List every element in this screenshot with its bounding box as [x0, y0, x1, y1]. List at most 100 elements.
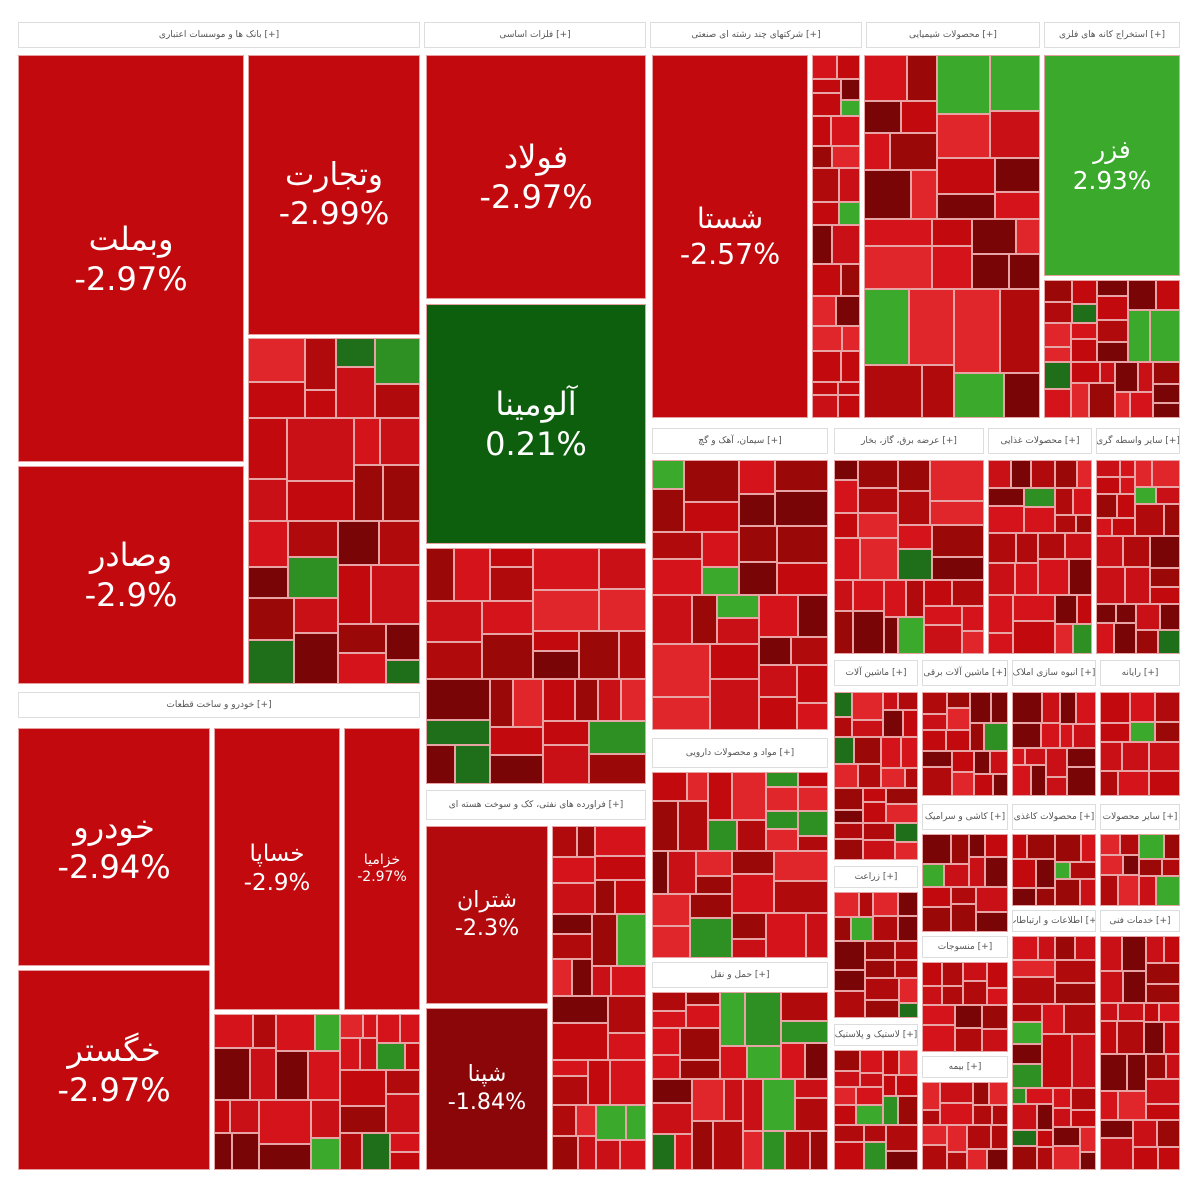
- stock-tile[interactable]: خزامیا -2.97%: [344, 728, 420, 1010]
- tile: [690, 918, 732, 958]
- sector-header[interactable]: [+] رایانه: [1100, 660, 1180, 686]
- stock-tile[interactable]: خودرو -2.94%: [18, 728, 210, 966]
- stock-tile[interactable]: شستا -2.57%: [652, 55, 808, 418]
- sector-header[interactable]: [+] فراورده های نفتی، کک و سوخت هسته ای: [426, 790, 646, 820]
- sector-header[interactable]: [+] انبوه سازی املاک: [1012, 660, 1096, 686]
- tile: [798, 772, 828, 787]
- sector-header[interactable]: [+] محصولات کاغذی: [1012, 804, 1096, 830]
- tile: [1042, 692, 1060, 723]
- tile: [984, 723, 1008, 751]
- tile: [1055, 936, 1075, 960]
- tile: [652, 992, 686, 1011]
- tile: [1055, 960, 1096, 983]
- sector-header[interactable]: [+] عرضه برق، گاز، بخار: [834, 428, 984, 454]
- stock-tile[interactable]: شپنا -1.84%: [426, 1008, 548, 1170]
- tile: [377, 1014, 400, 1043]
- sector-header[interactable]: [+] بیمه: [922, 1056, 1008, 1078]
- tile: [572, 959, 592, 996]
- tile: [990, 111, 1040, 158]
- tile: [922, 714, 947, 730]
- stock-tile[interactable]: وتجارت -2.99%: [248, 55, 420, 335]
- tile: [967, 1125, 991, 1149]
- tile: [962, 606, 984, 631]
- sector-header[interactable]: [+] محصولات شیمیایی: [866, 22, 1040, 48]
- stock-tile[interactable]: وبملت -2.97%: [18, 55, 244, 462]
- sector-header[interactable]: [+] شرکتهای چند رشته ای صنعتی: [650, 22, 862, 48]
- tile: [952, 580, 984, 606]
- sector-header[interactable]: [+] خودرو و ساخت قطعات: [18, 692, 420, 718]
- stock-tile[interactable]: خگستر -2.97%: [18, 970, 210, 1170]
- tile: [1013, 621, 1055, 654]
- tile: [1004, 373, 1040, 418]
- tile: [798, 787, 828, 811]
- tile: [1072, 280, 1097, 304]
- tile: [864, 1142, 886, 1170]
- sector-header[interactable]: [+] زراعت: [834, 866, 918, 888]
- stock-tile[interactable]: آلومینا 0.21%: [426, 304, 646, 544]
- tile: [1164, 1022, 1180, 1054]
- sector-header[interactable]: [+] سیمان، آهک و گچ: [652, 428, 828, 454]
- tile: [1072, 304, 1097, 323]
- tile: [1146, 1054, 1166, 1079]
- tile: [1100, 1003, 1118, 1021]
- stock-tile[interactable]: فزر 2.93%: [1044, 55, 1180, 276]
- tile: [903, 710, 918, 737]
- stock-change: -2.57%: [679, 237, 781, 271]
- sector-header[interactable]: [+] فلزات اساسی: [424, 22, 646, 48]
- tile: [490, 679, 513, 727]
- tile: [259, 1100, 311, 1144]
- stock-tile[interactable]: شتران -2.3%: [426, 826, 548, 1004]
- tile: [946, 730, 970, 751]
- tile: [652, 460, 684, 489]
- tile: [599, 548, 646, 589]
- sector-header[interactable]: [+] محصولات غذایی: [988, 428, 1092, 454]
- tile: [1012, 723, 1041, 748]
- tile: [834, 717, 852, 737]
- sector-header[interactable]: [+] بانک ها و موسسات اعتباری: [18, 22, 420, 48]
- sector-header[interactable]: [+] لاستیک و پلاستیک: [834, 1024, 918, 1046]
- tile: [834, 538, 860, 580]
- sector-header[interactable]: [+] سایر واسطه گری: [1096, 428, 1180, 454]
- tile: [759, 595, 798, 637]
- tile: [338, 653, 386, 684]
- stock-tile[interactable]: وصادر -2.9%: [18, 466, 244, 684]
- tile: [1097, 296, 1128, 320]
- sector-header[interactable]: [+] خدمات فنی: [1100, 910, 1180, 932]
- tile: [812, 395, 838, 418]
- sector-header[interactable]: [+] استخراج کانه های فلزی: [1044, 22, 1180, 48]
- tile: [991, 692, 1008, 723]
- tile: [1100, 1120, 1133, 1138]
- tile: [798, 595, 828, 637]
- tile: [1037, 1130, 1053, 1147]
- sector-header[interactable]: [+] ماشین آلات برقی: [922, 660, 1008, 686]
- tile: [482, 634, 533, 679]
- sector-header[interactable]: [+] سایر محصولات: [1100, 804, 1180, 830]
- tile: [834, 991, 865, 1018]
- tile: [1146, 984, 1180, 1003]
- sector-header[interactable]: [+] کاشی و سرامیک: [922, 804, 1008, 830]
- tile: [1075, 936, 1096, 960]
- tile: [1146, 1079, 1180, 1104]
- tile: [214, 1133, 232, 1170]
- stock-change: -2.97%: [357, 869, 407, 885]
- tile: [652, 772, 687, 801]
- tile: [1156, 487, 1180, 504]
- sector-header[interactable]: [+] حمل و نقل: [652, 962, 828, 988]
- tile: [686, 992, 720, 1005]
- tile: [812, 55, 837, 79]
- sector-header[interactable]: [+] ماشین آلات: [834, 660, 918, 686]
- stock-tile[interactable]: خساپا -2.9%: [214, 728, 340, 1010]
- sector-header[interactable]: [+] منسوجات: [922, 936, 1008, 958]
- tile: [1133, 1120, 1157, 1147]
- tile: [426, 745, 455, 784]
- sector-header[interactable]: [+] مواد و محصولات دارویی: [652, 738, 828, 768]
- tile: [834, 892, 859, 917]
- tile: [747, 1046, 781, 1079]
- stock-tile[interactable]: فولاد -2.97%: [426, 55, 646, 299]
- tile: [1130, 692, 1155, 722]
- sector-header[interactable]: [+] اطلاعات و ارتباطات: [1012, 910, 1096, 932]
- tile: [1031, 765, 1046, 796]
- tile: [932, 219, 972, 246]
- tile: [962, 631, 984, 654]
